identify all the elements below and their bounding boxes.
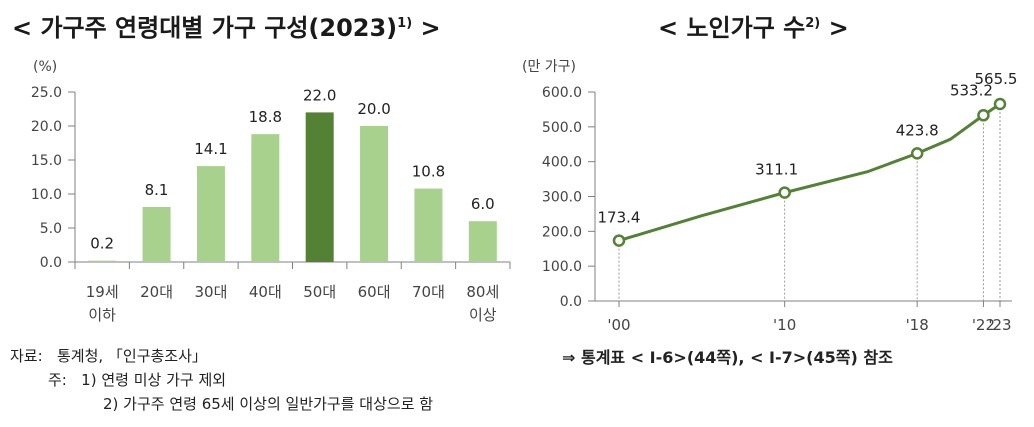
y-tick-label: 25.0 [31,85,62,101]
y-tick-label: 200.0 [542,224,582,240]
category-label: 20대 [140,283,173,301]
note-label: 주: [48,371,67,389]
data-value-label: 423.8 [896,121,939,139]
y-tick-label: 15.0 [31,153,62,169]
y-tick-label: 500.0 [542,120,582,136]
note-row-2: 2) 가구주 연령 65세 이상의 일반가구를 대상으로 함 [10,392,433,416]
data-point-marker [993,97,1007,111]
x-tick-label: '10 [773,316,796,334]
category-label: 50대 [303,283,336,301]
bar-chart-title: < 가구주 연령대별 가구 구성(2023)1) > [12,14,441,42]
y-tick-label: 10.0 [31,187,62,203]
bar [414,188,443,262]
source-label: 자료: [10,347,43,365]
data-point-marker [977,109,990,122]
note-row-1: 주: 1) 연령 미상 가구 제외 [10,368,433,392]
y-tick-label: 400.0 [542,155,582,171]
source-row: 자료: 통계청, 「인구총조사」 [10,344,433,368]
data-value-label: 533.2 [950,81,993,99]
bar-value-label: 18.8 [249,108,282,126]
note-1: 1) 연령 미상 가구 제외 [81,371,227,389]
x-tick-label: '18 [906,316,929,334]
bar [142,206,171,262]
bar [360,126,389,262]
y-tick-label: 100.0 [542,259,582,275]
category-label: 70대 [412,283,445,301]
data-value-label: 311.1 [755,161,798,179]
data-point-marker [612,234,626,247]
category-label: 60대 [358,283,391,301]
x-tick-label: '22 [972,316,995,334]
y-tick-label: 0.0 [560,294,582,310]
bar [305,112,334,263]
bar-value-label: 6.0 [471,195,495,213]
category-label: 19세 [86,283,119,301]
category-label: 80세 [466,283,499,301]
category-label: 이상 [469,306,497,324]
y-tick-label: 600.0 [542,85,582,101]
bar [251,134,280,262]
series-line [618,102,1001,243]
bar-value-label: 20.0 [357,100,390,118]
table-reference: ⇒ 통계표 < Ⅰ-6>(44쪽), < Ⅰ-7>(45쪽) 참조 [562,348,893,367]
data-point-marker [910,147,924,160]
bar-value-label: 10.8 [412,163,445,181]
bar-value-label: 22.0 [303,86,336,104]
y-tick-label: 0.0 [40,255,62,271]
x-tick-label: '23 [988,316,1011,334]
data-value-label: 565.5 [975,70,1018,88]
bar-value-label: 8.1 [145,181,169,199]
y-tick-label: 300.0 [542,190,582,206]
x-tick-label: '00 [607,316,630,334]
bar-value-label: 14.1 [194,140,227,158]
data-value-label: 173.4 [598,209,641,227]
line-chart: (만 가구) 0.0 100.0 200.0 300.0 400.0 500.0 600.0 '… [522,59,1018,334]
bar [88,260,117,262]
y-unit-label: (만 가구) [522,59,576,75]
category-label: 40대 [249,283,282,301]
source-text: 통계청, 「인구총조사」 [56,347,207,365]
note-2: 2) 가구주 연령 65세 이상의 일반가구를 대상으로 함 [103,395,434,413]
y-tick-label: 5.0 [40,221,62,237]
bar [468,221,497,262]
y-unit-label: (%) [33,59,57,75]
y-tick-label: 20.0 [31,119,62,135]
line-chart-title: < 노인가구 수2) > [658,14,849,42]
notes: 자료: 통계청, 「인구총조사」 주: 1) 연령 미상 가구 제외 2) 가구… [10,344,433,416]
bar-value-label: 0.2 [90,235,114,253]
category-label: 30대 [194,283,227,301]
category-label: 이하 [88,306,116,324]
bar [196,166,225,262]
data-point-marker [778,186,791,199]
